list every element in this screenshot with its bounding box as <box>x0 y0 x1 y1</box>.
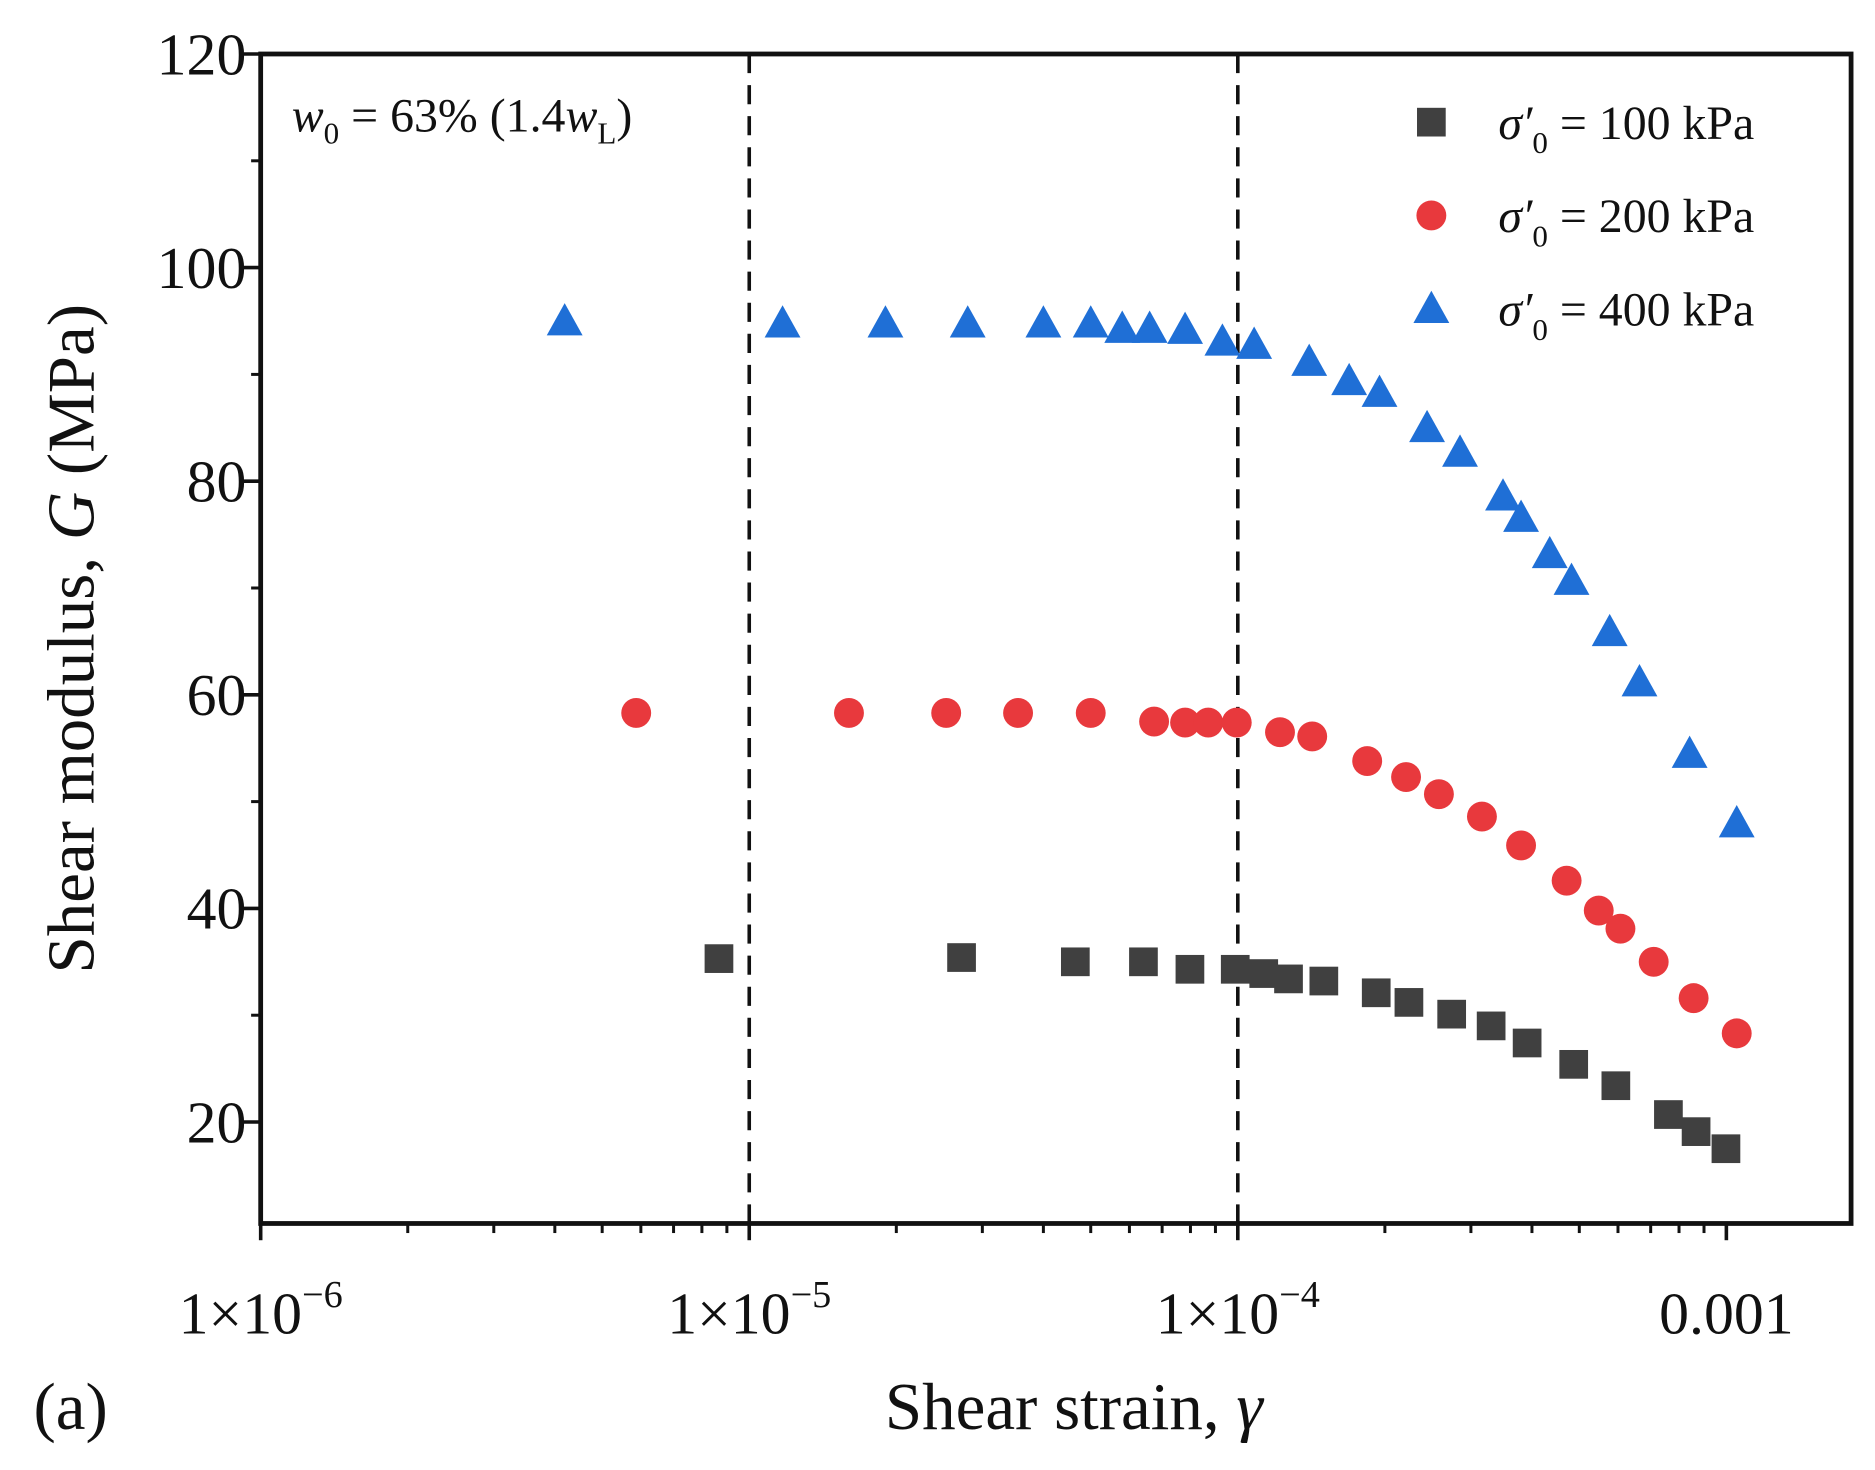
data-point-triangle <box>1236 326 1273 359</box>
data-point-square <box>1681 1117 1711 1146</box>
y-tick-label: 60 <box>187 662 247 728</box>
data-point-triangle <box>1409 409 1446 443</box>
x-tick-label: 1×10−5 <box>667 1274 831 1346</box>
data-point-triangle <box>1671 735 1708 768</box>
data-point-square <box>1129 947 1158 977</box>
data-point-circle <box>1003 698 1034 728</box>
data-point-circle <box>1139 706 1170 737</box>
data-point-circle <box>1352 746 1383 776</box>
plot-frame <box>258 51 1854 1226</box>
data-point-circle <box>834 698 864 728</box>
legend-marker-circle <box>1416 200 1447 231</box>
data-point-circle <box>621 698 652 728</box>
data-point-triangle <box>1442 434 1478 467</box>
data-point-triangle <box>1072 305 1109 338</box>
legend-label: σ′0 = 400 kPa <box>1498 283 1754 346</box>
data-point-square <box>1394 988 1424 1017</box>
data-point-square <box>1559 1049 1589 1079</box>
data-point-square <box>1601 1071 1631 1101</box>
y-tick-label: 40 <box>187 876 247 942</box>
data-point-circle <box>1605 913 1636 944</box>
data-point-triangle <box>1485 478 1521 511</box>
data-point-triangle <box>949 305 986 338</box>
data-point-square <box>1361 978 1391 1008</box>
x-tick-label: 1×10−4 <box>1156 1274 1320 1346</box>
data-point-circle <box>1297 721 1328 752</box>
data-point-circle <box>1678 983 1709 1014</box>
legend: σ′0 = 100 kPa σ′0 = 200 kPa σ′0 = 400 kPa <box>1413 97 1754 347</box>
data-point-triangle <box>1361 374 1398 407</box>
data-point-circle <box>1721 1018 1752 1049</box>
data-point-square <box>947 943 976 972</box>
axis-ticks: 1×10−6 1×10−5 1×10−4 0.001 20 40 60 80 100 120 <box>157 21 1794 1346</box>
data-point-square <box>1274 964 1303 994</box>
annotation-water-content: w0 = 63% (1.4wL) <box>292 90 633 151</box>
data-point-circle <box>1551 865 1582 896</box>
data-point-triangle <box>1131 310 1168 343</box>
data-point-circle <box>1075 698 1106 728</box>
panel-label: (a) <box>33 1370 107 1444</box>
data-point-square <box>1220 954 1250 984</box>
data-point-circle <box>1391 762 1422 792</box>
data-point-triangle <box>1718 805 1755 838</box>
data-point-square <box>1711 1134 1741 1164</box>
data-point-circle <box>1466 801 1497 832</box>
legend-marker-square <box>1417 107 1446 137</box>
data-point-triangle <box>1531 535 1568 569</box>
data-point-square <box>1512 1028 1542 1058</box>
data-point-triangle <box>1167 311 1204 344</box>
data-point-circle <box>1583 895 1614 926</box>
y-tick-label: 100 <box>157 235 247 301</box>
data-point-circle <box>1265 717 1295 748</box>
data-point-square <box>1476 1011 1506 1041</box>
data-point-circle <box>1170 707 1201 738</box>
data-point-circle <box>1193 707 1224 738</box>
x-tick-label: 0.001 <box>1659 1280 1793 1346</box>
data-point-triangle <box>1621 664 1658 697</box>
data-point-square <box>1654 1100 1683 1129</box>
data-point-circle <box>1638 946 1669 977</box>
data-point-triangle <box>1291 343 1328 376</box>
legend-marker-triangle <box>1413 290 1450 324</box>
legend-label: σ′0 = 200 kPa <box>1498 190 1754 253</box>
data-point-triangle <box>764 305 801 338</box>
data-point-circle <box>1221 707 1252 738</box>
data-point-circle <box>1423 779 1454 810</box>
y-tick-label: 20 <box>187 1089 247 1155</box>
data-point-square <box>704 944 734 973</box>
data-point-triangle <box>1104 310 1141 343</box>
y-tick-label: 120 <box>157 21 247 87</box>
data-point-triangle <box>1331 362 1368 396</box>
data-point-triangle <box>546 303 583 336</box>
y-axis-label: Shear modulus, G (MPa) <box>34 304 108 974</box>
data-point-square <box>1309 966 1339 996</box>
data-point-triangle <box>1025 305 1062 338</box>
data-point-circle <box>931 698 962 728</box>
data-point-triangle <box>1591 613 1628 647</box>
data-point-circle <box>1506 830 1537 861</box>
data-point-square <box>1060 947 1090 977</box>
data-point-square <box>1437 999 1467 1029</box>
data-point-square <box>1175 954 1205 984</box>
y-tick-label: 80 <box>187 449 247 515</box>
x-tick-label: 1×10−6 <box>179 1274 343 1346</box>
legend-label: σ′0 = 100 kPa <box>1498 97 1754 160</box>
x-axis-label: Shear strain, γ <box>885 1370 1264 1444</box>
data-point-triangle <box>867 305 904 338</box>
data-point-square <box>1249 959 1279 988</box>
data-marks <box>546 53 1755 1224</box>
data-point-triangle <box>1204 323 1241 356</box>
data-point-triangle <box>1553 562 1590 595</box>
data-point-triangle <box>1503 499 1540 532</box>
